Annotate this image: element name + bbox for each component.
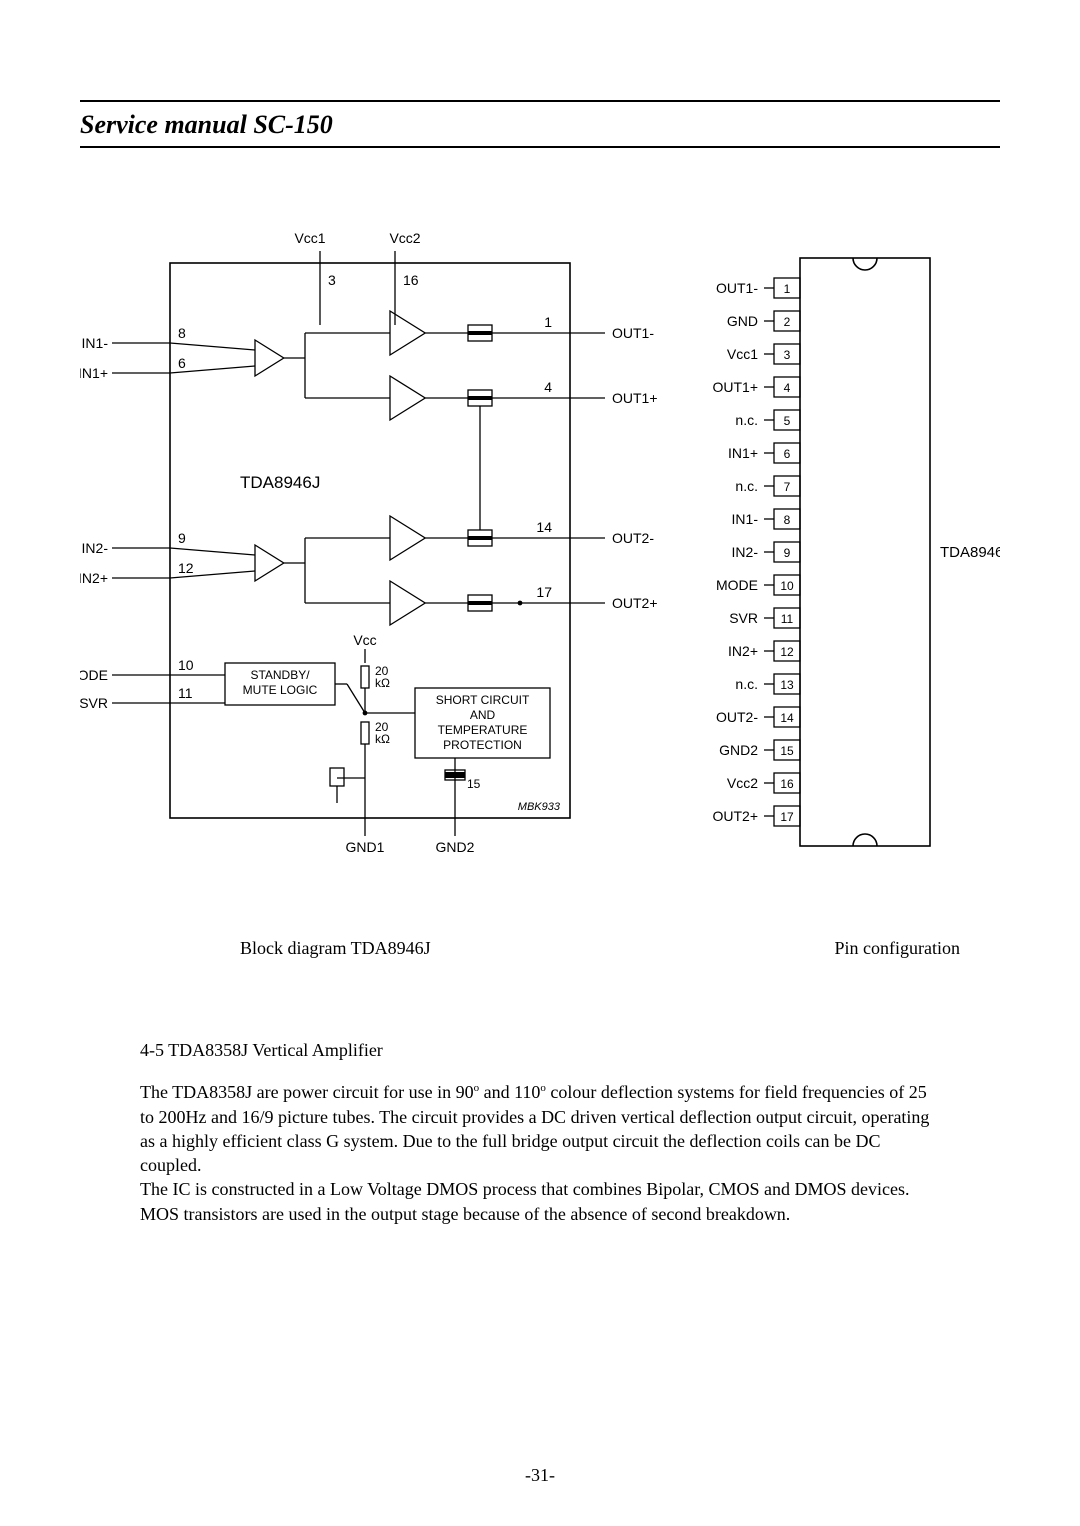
header-rule-top: [80, 100, 1000, 102]
svg-text:17: 17: [536, 584, 552, 600]
svg-text:17: 17: [780, 810, 794, 824]
para1-a: The TDA8358J are power circuit for use i…: [140, 1082, 474, 1102]
svg-text:IN2+: IN2+: [80, 570, 108, 586]
svg-text:12: 12: [178, 560, 194, 576]
svg-text:GND2: GND2: [436, 839, 475, 855]
svg-text:12: 12: [780, 645, 794, 659]
svg-text:4: 4: [784, 381, 791, 395]
svg-text:IN2+: IN2+: [728, 643, 758, 659]
caption-pin-config: Pin configuration: [835, 938, 960, 959]
paragraph-2: The IC is constructed in a Low Voltage D…: [140, 1177, 940, 1226]
svg-text:11: 11: [781, 612, 794, 626]
svg-text:9: 9: [178, 530, 186, 546]
svg-text:Vcc2: Vcc2: [727, 775, 758, 791]
svg-text:1: 1: [544, 314, 552, 330]
svg-text:13: 13: [780, 678, 794, 692]
svg-text:kΩ: kΩ: [375, 732, 390, 746]
svg-text:OUT1+: OUT1+: [712, 379, 758, 395]
svg-text:14: 14: [780, 711, 794, 725]
svg-text:16: 16: [403, 272, 419, 288]
svg-text:6: 6: [178, 355, 186, 371]
svg-text:11: 11: [178, 685, 193, 701]
svg-text:IN1+: IN1+: [728, 445, 758, 461]
svg-text:n.c.: n.c.: [735, 478, 758, 494]
svg-text:14: 14: [536, 519, 552, 535]
svg-text:2: 2: [784, 315, 791, 329]
svg-text:6: 6: [784, 447, 791, 461]
svg-text:OUT2-: OUT2-: [612, 530, 654, 546]
svg-text:Vcc2: Vcc2: [389, 230, 420, 246]
svg-text:3: 3: [328, 272, 336, 288]
svg-text:3: 3: [784, 348, 791, 362]
svg-text:Vcc1: Vcc1: [727, 346, 758, 362]
page-title: Service manual SC-150: [80, 108, 1000, 146]
svg-text:9: 9: [784, 546, 791, 560]
page-number: -31-: [0, 1465, 1080, 1486]
svg-text:Vcc: Vcc: [353, 632, 376, 648]
svg-text:OUT2-: OUT2-: [716, 709, 758, 725]
svg-text:10: 10: [178, 657, 194, 673]
paragraph-1: The TDA8358J are power circuit for use i…: [140, 1080, 940, 1177]
svg-text:8: 8: [784, 513, 791, 527]
svg-text:AND: AND: [470, 708, 496, 722]
body-text: 4-5 TDA8358J Vertical Amplifier The TDA8…: [80, 1038, 1000, 1226]
svg-text:SVR: SVR: [80, 695, 108, 711]
svg-text:4: 4: [544, 379, 552, 395]
svg-text:MODE: MODE: [80, 667, 108, 683]
svg-text:16: 16: [780, 777, 794, 791]
svg-text:7: 7: [784, 480, 791, 494]
svg-text:TDA8946J: TDA8946J: [940, 544, 1000, 561]
svg-text:SVR: SVR: [729, 610, 758, 626]
svg-text:Vcc1: Vcc1: [294, 230, 325, 246]
svg-text:STANDBY/: STANDBY/: [250, 668, 310, 682]
svg-text:IN1-: IN1-: [732, 511, 759, 527]
svg-text:PROTECTION: PROTECTION: [443, 738, 522, 752]
svg-text:IN2-: IN2-: [732, 544, 759, 560]
svg-text:GND: GND: [727, 313, 758, 329]
diagram-area: TDA8946JVcc1Vcc231614OUT1-OUT1+1417OUT2-…: [80, 218, 1000, 918]
svg-text:GND1: GND1: [346, 839, 385, 855]
svg-text:10: 10: [780, 579, 794, 593]
svg-text:OUT1+: OUT1+: [612, 390, 658, 406]
svg-text:n.c.: n.c.: [735, 676, 758, 692]
svg-text:IN1-: IN1-: [82, 335, 109, 351]
svg-text:OUT2+: OUT2+: [612, 595, 658, 611]
svg-text:15: 15: [780, 744, 794, 758]
svg-text:15: 15: [467, 777, 481, 791]
para1-b: and 110: [479, 1082, 540, 1102]
svg-text:8: 8: [178, 325, 186, 341]
header-rule-bottom: [80, 146, 1000, 148]
svg-text:TDA8946J: TDA8946J: [240, 473, 320, 492]
svg-text:1: 1: [784, 282, 791, 296]
svg-text:OUT1-: OUT1-: [716, 280, 758, 296]
svg-text:MUTE LOGIC: MUTE LOGIC: [243, 683, 318, 697]
svg-text:SHORT CIRCUIT: SHORT CIRCUIT: [436, 693, 530, 707]
svg-text:OUT1-: OUT1-: [612, 325, 654, 341]
svg-text:n.c.: n.c.: [735, 412, 758, 428]
svg-text:IN2-: IN2-: [82, 540, 109, 556]
svg-text:IN1+: IN1+: [80, 365, 108, 381]
caption-block-diagram: Block diagram TDA8946J: [240, 938, 431, 959]
svg-text:kΩ: kΩ: [375, 676, 390, 690]
svg-text:GND2: GND2: [719, 742, 758, 758]
section-title: 4-5 TDA8358J Vertical Amplifier: [140, 1038, 940, 1062]
svg-text:MBK933: MBK933: [518, 801, 561, 813]
svg-text:TEMPERATURE: TEMPERATURE: [438, 723, 528, 737]
svg-text:5: 5: [784, 414, 791, 428]
svg-text:OUT2+: OUT2+: [712, 808, 758, 824]
svg-text:MODE: MODE: [716, 577, 758, 593]
